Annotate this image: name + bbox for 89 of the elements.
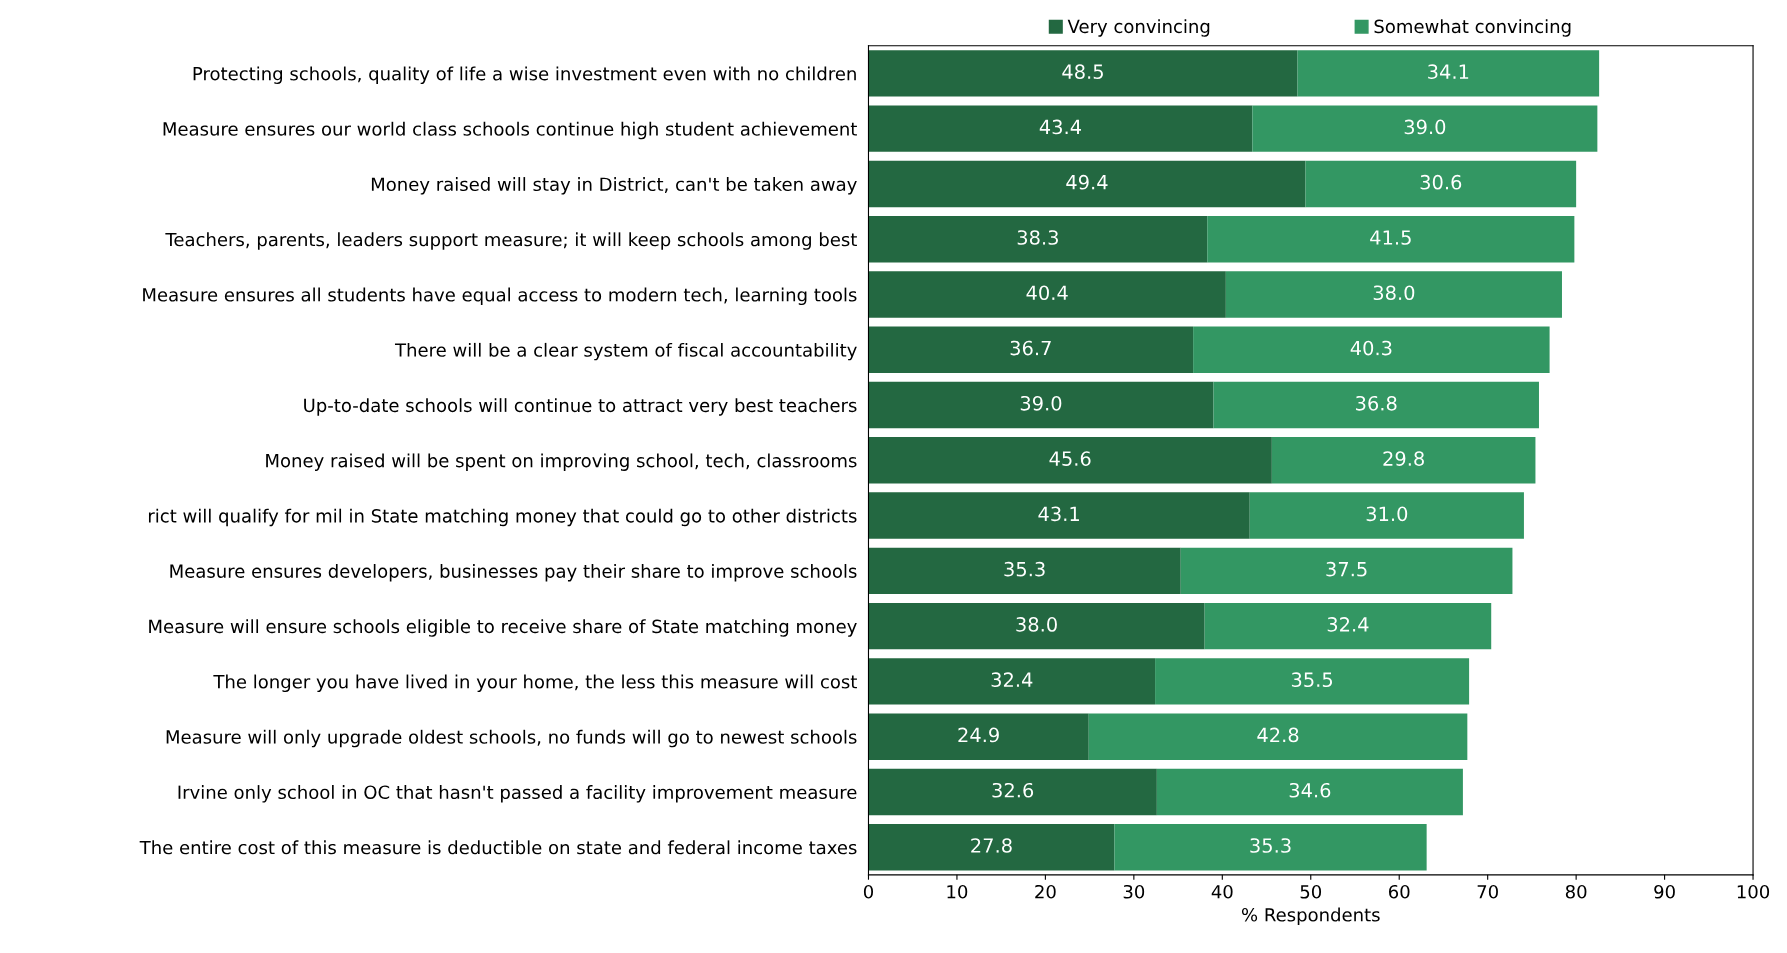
bar	[1271, 437, 1536, 484]
bar	[868, 326, 1194, 373]
data-label: 40.4	[1026, 285, 1068, 301]
data-label: 29.8	[1383, 451, 1424, 466]
bar	[1305, 160, 1577, 208]
y-tick-label: Measure ensures developers, businesses pay their share to improve schools	[170, 563, 857, 582]
x-tick-label: 100	[1737, 884, 1770, 899]
data-label: 38.0	[1016, 617, 1057, 632]
x-tick-label: 40	[1211, 884, 1233, 899]
bar	[868, 381, 1214, 429]
y-tick-label: Irvine only school in OC that hasn't passed a facility improvement measure	[178, 785, 857, 803]
x-tick-label: 80	[1565, 884, 1587, 899]
bar	[1249, 492, 1524, 539]
data-label: 43.4	[1039, 119, 1081, 135]
x-tick-label: 10	[947, 884, 968, 899]
y-tick-label: The entire cost of this measure is deductible on state and federal income taxes	[139, 840, 857, 855]
bar	[868, 824, 1115, 871]
bar	[1180, 547, 1513, 595]
data-label: 35.5	[1291, 672, 1333, 688]
x-tick-label: 0	[863, 884, 874, 899]
data-label: 30.6	[1420, 174, 1462, 190]
bar	[868, 160, 1306, 208]
data-label: 32.6	[992, 782, 1034, 798]
bar	[868, 658, 1156, 705]
data-label: 41.5	[1370, 230, 1411, 245]
x-tick-label: 90	[1654, 884, 1675, 899]
bar	[868, 547, 1181, 595]
data-label: 27.8	[971, 838, 1012, 853]
data-label: 39.0	[1020, 395, 1062, 411]
y-tick-label: rict will qualify for mil in State matching money that could go to other districts	[148, 508, 857, 527]
y-tick-label: The longer you have lived in your home, the less this measure will cost	[213, 674, 857, 693]
bar	[1207, 215, 1575, 263]
data-label: 35.3	[1004, 561, 1045, 577]
data-label: 35.3	[1250, 838, 1291, 853]
bar	[868, 602, 1205, 650]
bar	[868, 50, 1298, 97]
legend-label: Very convincing	[1067, 19, 1210, 37]
bar	[1225, 271, 1562, 318]
bar	[1114, 824, 1427, 871]
data-label: 48.5	[1062, 64, 1103, 80]
x-tick-label: 20	[1035, 884, 1056, 899]
bar	[868, 492, 1250, 539]
y-tick-label: Money raised will stay in District, can't be taken away	[371, 177, 857, 195]
x-tick-label: 60	[1388, 884, 1410, 899]
data-label: 32.4	[1327, 617, 1369, 632]
x-axis-title: % Respondents	[1241, 907, 1380, 926]
y-tick-label: Protecting schools, quality of life a wise investment even with no children	[193, 66, 856, 84]
bar	[1193, 326, 1550, 373]
data-label: 32.4	[991, 672, 1033, 688]
bar	[1088, 713, 1468, 760]
y-tick-label: Measure ensures our world class schools continue high student achievement	[163, 121, 857, 140]
data-label: 42.8	[1257, 727, 1299, 743]
y-tick-label: Measure will ensure schools eligible to receive share of State matching money	[149, 619, 857, 637]
y-tick-label: There will be a clear system of fiscal accountability	[394, 342, 857, 361]
data-label: 34.6	[1289, 782, 1331, 798]
bar	[868, 271, 1226, 318]
y-tick-label: Measure ensures all students have equal access to modern tech, learning tools	[143, 287, 857, 306]
data-label: 31.0	[1366, 506, 1408, 522]
bar	[868, 713, 1089, 760]
y-tick-label: Teachers, parents, leaders support measure; it will keep schools among best	[165, 232, 857, 250]
y-tick-label: Measure will only upgrade oldest schools, no funds will go to newest schools	[166, 729, 857, 748]
bar	[868, 105, 1253, 152]
bar	[1252, 105, 1598, 152]
data-label: 40.3	[1350, 340, 1392, 356]
bar	[868, 215, 1208, 263]
data-label: 38.0	[1373, 285, 1415, 301]
data-label: 36.7	[1010, 340, 1051, 356]
data-label: 43.1	[1038, 506, 1079, 522]
data-label: 38.3	[1017, 230, 1058, 245]
x-tick-label: 30	[1123, 884, 1145, 899]
bar	[1204, 602, 1492, 650]
bar	[1156, 768, 1463, 816]
bar	[868, 437, 1272, 484]
x-tick-label: 70	[1477, 884, 1498, 899]
data-label: 49.4	[1066, 174, 1108, 190]
data-label: 37.5	[1326, 561, 1367, 577]
legend-label: Somewhat convincing	[1374, 19, 1571, 37]
data-label: 45.6	[1049, 451, 1091, 466]
bar	[1213, 381, 1539, 429]
bar	[1155, 658, 1470, 705]
x-tick-label: 50	[1300, 884, 1322, 899]
y-tick-label: Money raised will be spent on improving school, tech, classrooms	[266, 453, 857, 471]
data-label: 34.1	[1428, 64, 1469, 80]
data-label: 36.8	[1356, 395, 1397, 411]
data-label: 39.0	[1404, 119, 1446, 135]
y-tick-label: Up-to-date schools will continue to attract very best teachers	[304, 398, 857, 416]
bar	[1297, 50, 1600, 97]
data-label: 24.9	[958, 727, 999, 743]
bar	[868, 768, 1157, 816]
